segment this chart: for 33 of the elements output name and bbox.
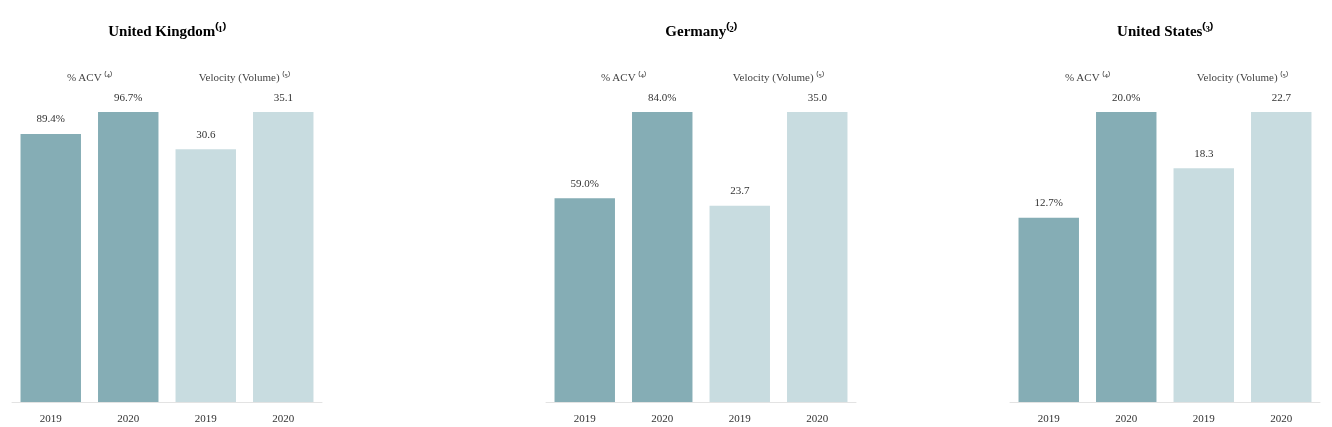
data-label: 59.0% — [570, 176, 599, 189]
x-tick-label: 2019 — [1192, 411, 1216, 424]
text: Velocity (Volume) ⁽⁵⁾ — [1196, 70, 1289, 84]
data-label: 18.3 — [1194, 146, 1214, 159]
data-label: 12.7% — [1034, 196, 1063, 209]
chart-title: Germany⁽²⁾ — [665, 21, 737, 39]
data-label: 22.7 — [1271, 90, 1292, 103]
data-label: 20.0% — [1112, 90, 1141, 103]
data-label: 96.7% — [114, 90, 143, 103]
text: % ACV ⁽⁴⁾ — [67, 70, 112, 83]
x-tick-label: 2019 — [39, 411, 63, 424]
x-tick-label: 2019 — [1037, 411, 1061, 424]
data-label: 35.0 — [807, 90, 828, 103]
data-label: 35.1 — [273, 90, 293, 103]
x-tick-label: 2019 — [194, 411, 218, 424]
text: % ACV ⁽⁴⁾ — [1065, 70, 1110, 83]
text: Velocity (Volume) ⁽⁵⁾ — [732, 70, 825, 84]
chart-title: United Kingdom⁽¹⁾ — [108, 21, 226, 39]
data-label: 89.4% — [36, 112, 65, 125]
text: Velocity (Volume) ⁽⁵⁾ — [198, 70, 291, 84]
data-label: 84.0% — [648, 90, 677, 103]
text: % ACV ⁽⁴⁾ — [601, 70, 646, 83]
x-tick-label: 2020 — [1270, 411, 1293, 424]
data-label: 23.7 — [730, 184, 750, 197]
data-label: 30.6 — [196, 127, 216, 140]
x-tick-label: 2020 — [1115, 411, 1138, 424]
x-tick-label: 2019 — [573, 411, 597, 424]
chart-title: United States⁽³⁾ — [1117, 21, 1213, 39]
x-tick-label: 2020 — [117, 411, 140, 424]
x-tick-label: 2020 — [651, 411, 674, 424]
x-tick-label: 2020 — [272, 411, 295, 424]
x-tick-label: 2020 — [806, 411, 829, 424]
x-tick-label: 2019 — [728, 411, 752, 424]
